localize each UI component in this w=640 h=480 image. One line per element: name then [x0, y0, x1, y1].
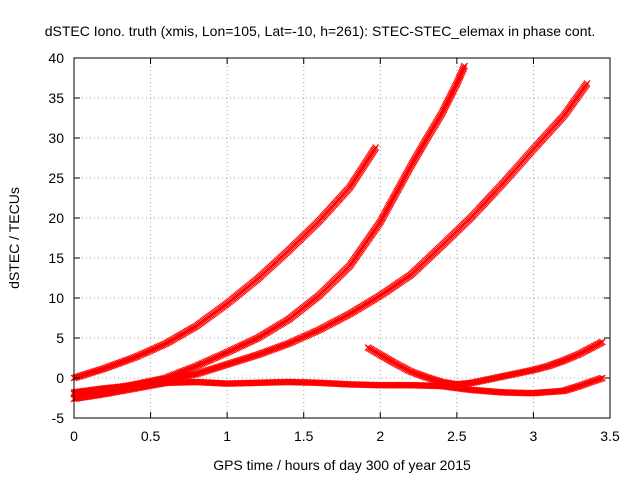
x-tick-label: 1 [223, 428, 231, 444]
y-tick-label: 10 [48, 290, 64, 306]
y-tick-label: 35 [48, 90, 64, 106]
chart-title: dSTEC Iono. truth (xmis, Lon=105, Lat=-1… [45, 23, 596, 39]
x-tick-label: 2.5 [447, 428, 467, 444]
y-tick-label: 0 [56, 370, 64, 386]
data-marks [71, 63, 605, 402]
y-tick-label: 40 [48, 50, 64, 66]
y-tick-label: 20 [48, 210, 64, 226]
y-tick-label: 30 [48, 130, 64, 146]
x-tick-label: 3 [530, 428, 538, 444]
y-tick-label: -5 [52, 410, 65, 426]
x-axis-label: GPS time / hours of day 300 of year 2015 [213, 457, 471, 473]
x-tick-label: 1.5 [294, 428, 314, 444]
y-tick-label: 5 [56, 330, 64, 346]
x-tick-label: 2 [376, 428, 384, 444]
grid [74, 58, 610, 418]
x-tick-label: 3.5 [600, 428, 620, 444]
x-tick-label: 0.5 [141, 428, 161, 444]
series-5 [365, 339, 605, 387]
y-tick-label: 15 [48, 250, 64, 266]
y-axis-label: dSTEC / TECUs [6, 187, 22, 289]
series-1 [71, 145, 379, 381]
y-tick-label: 25 [48, 170, 64, 186]
x-tick-label: 0 [70, 428, 78, 444]
plot-frame [74, 58, 610, 418]
